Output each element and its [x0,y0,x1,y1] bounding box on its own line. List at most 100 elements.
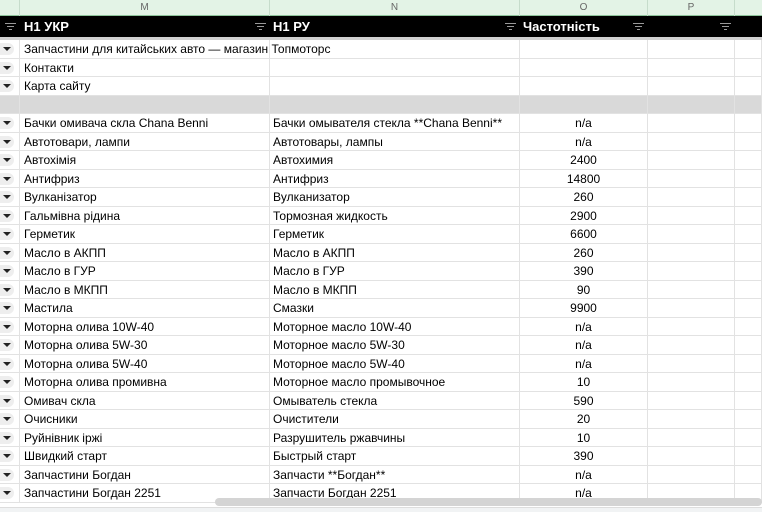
cell-frequency[interactable]: 20 [520,410,648,428]
cell-h1-ukr[interactable]: Запчастини Богдан 2251 [20,484,270,502]
cell-h1-ru[interactable]: Масло в АКПП [270,243,520,261]
cell-h1-ukr[interactable]: Мастила [20,299,270,317]
cell-q[interactable] [735,354,762,372]
cell-p[interactable] [648,95,735,113]
cell-frequency[interactable] [520,77,648,95]
cell-h1-ru[interactable]: Герметик [270,225,520,243]
cell-frequency[interactable]: 260 [520,243,648,261]
cell-q[interactable] [735,336,762,354]
cell-q[interactable] [735,373,762,391]
cell-frequency[interactable]: 6600 [520,225,648,243]
cell-h1-ukr[interactable]: Бачки омивача скла Chana Benni [20,114,270,132]
cell-frequency[interactable]: n/a [520,132,648,150]
cell-h1-ukr[interactable]: Карта сайту [20,77,270,95]
column-header-p[interactable]: P [648,0,735,16]
dropdown-arrow-icon[interactable] [0,228,14,240]
cell-h1-ukr[interactable]: Масло в ГУР [20,262,270,280]
dropdown-arrow-icon[interactable] [0,450,14,462]
dropdown-arrow-icon[interactable] [0,413,14,425]
dropdown-arrow-icon[interactable] [0,61,14,74]
cell-h1-ru[interactable]: Автотовары, лампы [270,132,520,150]
cell-h1-ru[interactable]: Омыватель стекла [270,391,520,409]
cell-p[interactable] [648,132,735,150]
cell-q[interactable] [735,95,762,113]
cell-h1-ukr[interactable]: Масло в МКПП [20,280,270,298]
cell-h1-ukr[interactable]: Масло в АКПП [20,243,270,261]
dropdown-arrow-icon[interactable] [0,172,14,185]
dropdown-arrow-icon[interactable] [0,209,14,222]
dropdown-arrow-icon[interactable] [0,431,14,444]
dropdown-arrow-icon[interactable] [0,320,14,333]
cell-p[interactable] [648,410,735,428]
cell-h1-ukr[interactable]: Моторна олива 10W-40 [20,317,270,335]
cell-p[interactable] [648,58,735,76]
dropdown-arrow-icon[interactable] [0,154,14,166]
cell-p[interactable] [648,40,735,58]
cell-p[interactable] [648,188,735,206]
cell-q[interactable] [735,188,762,206]
cell-h1-ukr[interactable]: Швидкий старт [20,447,270,465]
column-header-o[interactable]: O [520,0,648,16]
dropdown-arrow-icon[interactable] [0,135,14,148]
cell-frequency[interactable]: 260 [520,188,648,206]
dropdown-arrow-icon[interactable] [0,394,14,407]
cell-q[interactable] [735,114,762,132]
cell-h1-ru[interactable]: Бачки омывателя стекла **Chana Benni** [270,114,520,132]
filter-icon[interactable] [633,23,644,30]
cell-h1-ru[interactable]: Моторное масло 5W-30 [270,336,520,354]
cell-q[interactable] [735,243,762,261]
cell-h1-ru[interactable] [270,95,520,113]
cell-frequency[interactable] [520,95,648,113]
filter-icon[interactable] [5,23,16,30]
dropdown-arrow-icon[interactable] [0,376,14,388]
cell-h1-ru[interactable]: Масло в МКПП [270,280,520,298]
dropdown-arrow-icon[interactable] [0,302,14,314]
cell-h1-ukr[interactable]: Запчастини для китайських авто — магазин… [20,40,330,58]
cell-q[interactable] [735,447,762,465]
cell-h1-ukr[interactable]: Контакти [20,58,270,76]
cell-h1-ru[interactable]: Антифриз [270,169,520,187]
cell-h1-ukr[interactable]: Омивач скла [20,391,270,409]
filter-icon[interactable] [505,23,516,30]
cell-h1-ru[interactable] [270,77,520,95]
cell-q[interactable] [735,262,762,280]
dropdown-arrow-icon[interactable] [0,283,14,296]
cell-q[interactable] [735,391,762,409]
cell-h1-ukr[interactable]: Герметик [20,225,270,243]
dropdown-arrow-icon[interactable] [0,191,14,203]
cell-p[interactable] [648,317,735,335]
dropdown-arrow-icon[interactable] [0,246,14,259]
cell-h1-ukr[interactable]: Очисники [20,410,270,428]
cell-h1-ru[interactable] [270,58,520,76]
cell-h1-ukr[interactable]: Гальмівна рідина [20,206,270,224]
cell-h1-ukr[interactable]: Руйнівник іржі [20,428,270,446]
cell-h1-ru[interactable]: Смазки [270,299,520,317]
cell-q[interactable] [735,299,762,317]
cell-h1-ukr[interactable]: Моторна олива промивна [20,373,270,391]
cell-q[interactable] [735,465,762,483]
cell-p[interactable] [648,336,735,354]
cell-p[interactable] [648,114,735,132]
dropdown-arrow-icon[interactable] [0,357,14,370]
cell-frequency[interactable]: 14800 [520,169,648,187]
cell-p[interactable] [648,373,735,391]
cell-frequency[interactable]: n/a [520,317,648,335]
cell-h1-ru[interactable]: Вулканизатор [270,188,520,206]
dropdown-arrow-icon[interactable] [0,487,14,499]
cell-p[interactable] [648,151,735,169]
cell-frequency[interactable]: n/a [520,484,648,502]
cell-h1-ukr[interactable]: Моторна олива 5W-30 [20,336,270,354]
column-header-m[interactable]: M [20,0,270,16]
dropdown-arrow-icon[interactable] [0,43,14,55]
horizontal-scrollbar[interactable] [215,498,762,506]
cell-p[interactable] [648,447,735,465]
cell-h1-ru[interactable] [270,40,520,58]
cell-frequency[interactable]: 10 [520,373,648,391]
dropdown-arrow-icon[interactable] [0,117,14,129]
cell-p[interactable] [648,428,735,446]
cell-frequency[interactable] [520,58,648,76]
cell-frequency[interactable]: 2400 [520,151,648,169]
cell-h1-ukr[interactable]: Автотовари, лампи [20,132,270,150]
cell-q[interactable] [735,280,762,298]
dropdown-arrow-icon[interactable] [0,80,14,92]
